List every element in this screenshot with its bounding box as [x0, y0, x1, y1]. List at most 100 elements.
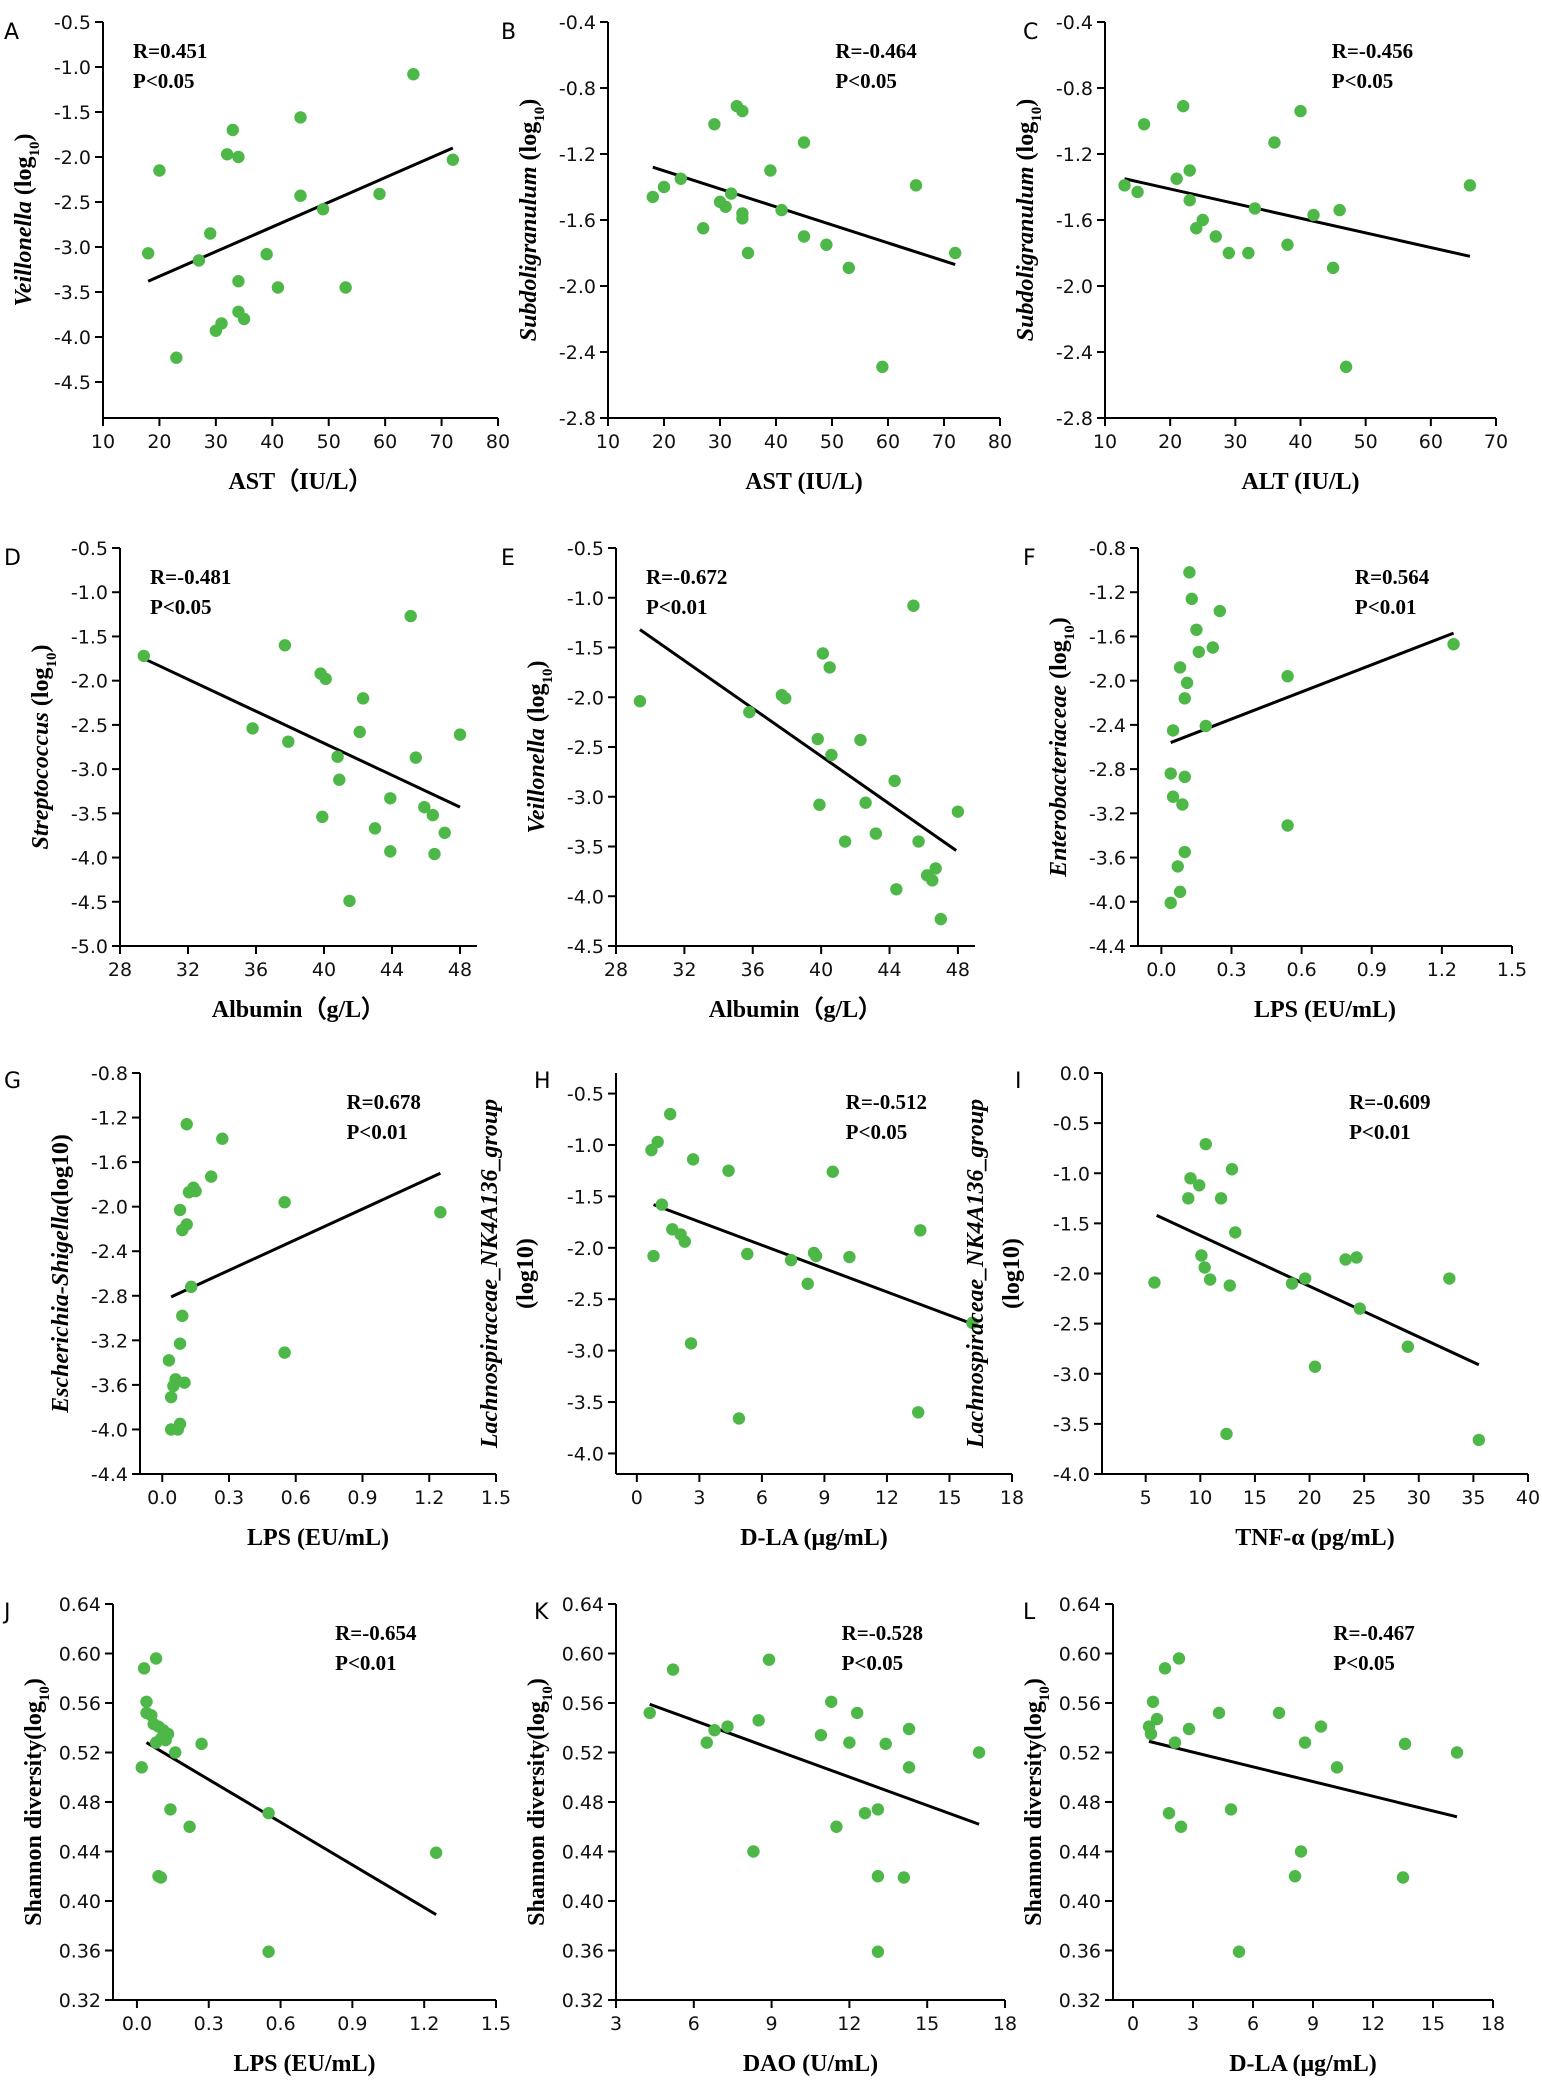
data-point — [1330, 1761, 1344, 1774]
data-point — [173, 1417, 187, 1431]
p-value: P<0.05 — [1332, 69, 1394, 93]
data-point — [888, 774, 901, 788]
y-tick-label: -1.6 — [559, 210, 596, 232]
y-tick-label: 0.0 — [1060, 1063, 1090, 1085]
x-axis-label: AST (IU/L) — [745, 469, 863, 495]
data-point — [262, 1806, 275, 1820]
data-point — [246, 722, 259, 735]
data-point — [854, 733, 867, 747]
data-point — [1172, 1652, 1186, 1665]
y-tick-label: -2.0 — [559, 276, 596, 298]
x-tick-label: 15 — [937, 1487, 961, 1509]
x-tick-label: 40 — [1288, 431, 1312, 453]
data-point — [752, 1714, 765, 1727]
data-point — [141, 247, 155, 260]
y-axis-label-part: Veillonella — [524, 728, 550, 833]
data-point — [232, 275, 245, 288]
x-tick-label: 20 — [1158, 431, 1182, 453]
data-point — [1178, 770, 1191, 784]
data-point — [333, 773, 346, 786]
y-tick-label: -2.8 — [1089, 759, 1126, 781]
panel-d: D 28 32 36 40 44 48 -0.5 -1.0 -1.5 -2.0 -2.5 -3.0 -3.… — [4, 538, 477, 1023]
y-tick-label: 0.52 — [1059, 1743, 1101, 1765]
data-point — [294, 189, 307, 202]
y-tick-label: 0.40 — [59, 1891, 101, 1913]
x-tick-label: 0.3 — [1216, 959, 1246, 981]
x-tick-label: 40 — [260, 431, 284, 453]
data-point — [170, 351, 183, 364]
data-point — [195, 1737, 208, 1751]
data-point — [356, 692, 370, 705]
y-tick-label: 0.64 — [562, 1594, 604, 1616]
panel-letter: H — [534, 1069, 551, 1094]
x-tick-label: 30 — [204, 431, 228, 453]
r-value: R=0.451 — [133, 39, 207, 63]
y-tick-label: -3.5 — [567, 1392, 604, 1414]
y-tick-label: -4.0 — [54, 327, 91, 349]
data-point — [843, 1250, 856, 1264]
data-point — [1447, 637, 1460, 651]
x-tick-label: 60 — [876, 431, 900, 453]
y-axis-label-part: 10 — [540, 1686, 556, 1701]
data-point — [1298, 1736, 1312, 1749]
data-point — [164, 1390, 178, 1404]
data-point — [1281, 238, 1294, 251]
data-point — [1203, 1273, 1217, 1286]
y-axis-label: Subdoligranulum (log10) — [516, 99, 548, 341]
data-point — [1396, 1871, 1410, 1884]
data-point — [1148, 1276, 1161, 1289]
y-tick-label: -3.6 — [1089, 848, 1126, 870]
data-point — [871, 1803, 885, 1816]
data-point — [646, 190, 659, 204]
y-tick-label: -0.8 — [1089, 538, 1126, 560]
x-tick-label: 50 — [1354, 431, 1378, 453]
panel-a: A 10 20 30 40 50 60 70 80 -0.5 -1.0 -1.5 -2.0 -2.5 -3.… — [4, 12, 510, 495]
panel-letter: G — [4, 1069, 21, 1094]
y-axis-label-part: Shannon diversity — [21, 1740, 47, 1926]
regression-line — [1124, 177, 1471, 258]
data-point — [137, 649, 150, 663]
y-tick-label: -0.5 — [567, 1084, 604, 1106]
y-axis-label-part: ) — [1046, 617, 1072, 625]
x-tick-label: 80 — [988, 431, 1012, 453]
x-tick-label: 0.6 — [1287, 959, 1317, 981]
data-point — [909, 179, 923, 192]
y-axis-label-part: 10 — [532, 107, 548, 122]
y-tick-label: -3.5 — [1053, 1414, 1090, 1436]
y-tick-label: -1.6 — [1089, 626, 1126, 648]
data-point — [743, 705, 756, 719]
data-point — [801, 1277, 814, 1290]
data-point — [173, 1337, 187, 1350]
x-tick-label: 6 — [756, 1487, 768, 1509]
y-axis-label-part: Veillonella — [11, 201, 37, 306]
x-tick-label: 1.2 — [414, 1487, 444, 1509]
data-point — [1350, 1251, 1363, 1264]
x-axis-label: D-LA (μg/mL) — [740, 1525, 888, 1551]
data-point — [438, 826, 451, 839]
y-tick-label: 0.64 — [59, 1594, 101, 1616]
y-axis-label-part: ) — [1021, 1678, 1047, 1686]
regression-line — [652, 1203, 973, 1326]
x-tick-label: 80 — [486, 431, 510, 453]
data-point — [153, 164, 166, 177]
data-point — [825, 748, 838, 762]
panel-i: I 5 10 15 20 25 30 35 40 0.0 -0.5 -1.0 -1.5 -2.0 -2.5 -… — [963, 1063, 1540, 1551]
y-tick-label: -2.4 — [1056, 342, 1093, 364]
data-point — [1223, 1279, 1237, 1292]
data-point — [1307, 208, 1320, 222]
y-tick-label: -4.4 — [1089, 936, 1126, 958]
x-tick-label: 9 — [1307, 2013, 1319, 2035]
y-axis-label: Lachnospiraceae_NK4A136_group (log10) — [477, 1099, 539, 1449]
x-tick-label: 70 — [429, 431, 453, 453]
data-point — [1314, 1720, 1328, 1733]
data-point — [651, 1135, 664, 1149]
x-tick-label: 10 — [91, 431, 115, 453]
data-point — [678, 1235, 691, 1248]
data-point — [176, 1309, 189, 1323]
data-point — [1281, 819, 1294, 832]
data-point — [858, 1806, 872, 1820]
x-tick-label: 12 — [875, 1487, 899, 1509]
x-tick-label: 1.5 — [481, 2013, 511, 2035]
data-point — [353, 725, 366, 739]
data-point — [1339, 360, 1353, 374]
